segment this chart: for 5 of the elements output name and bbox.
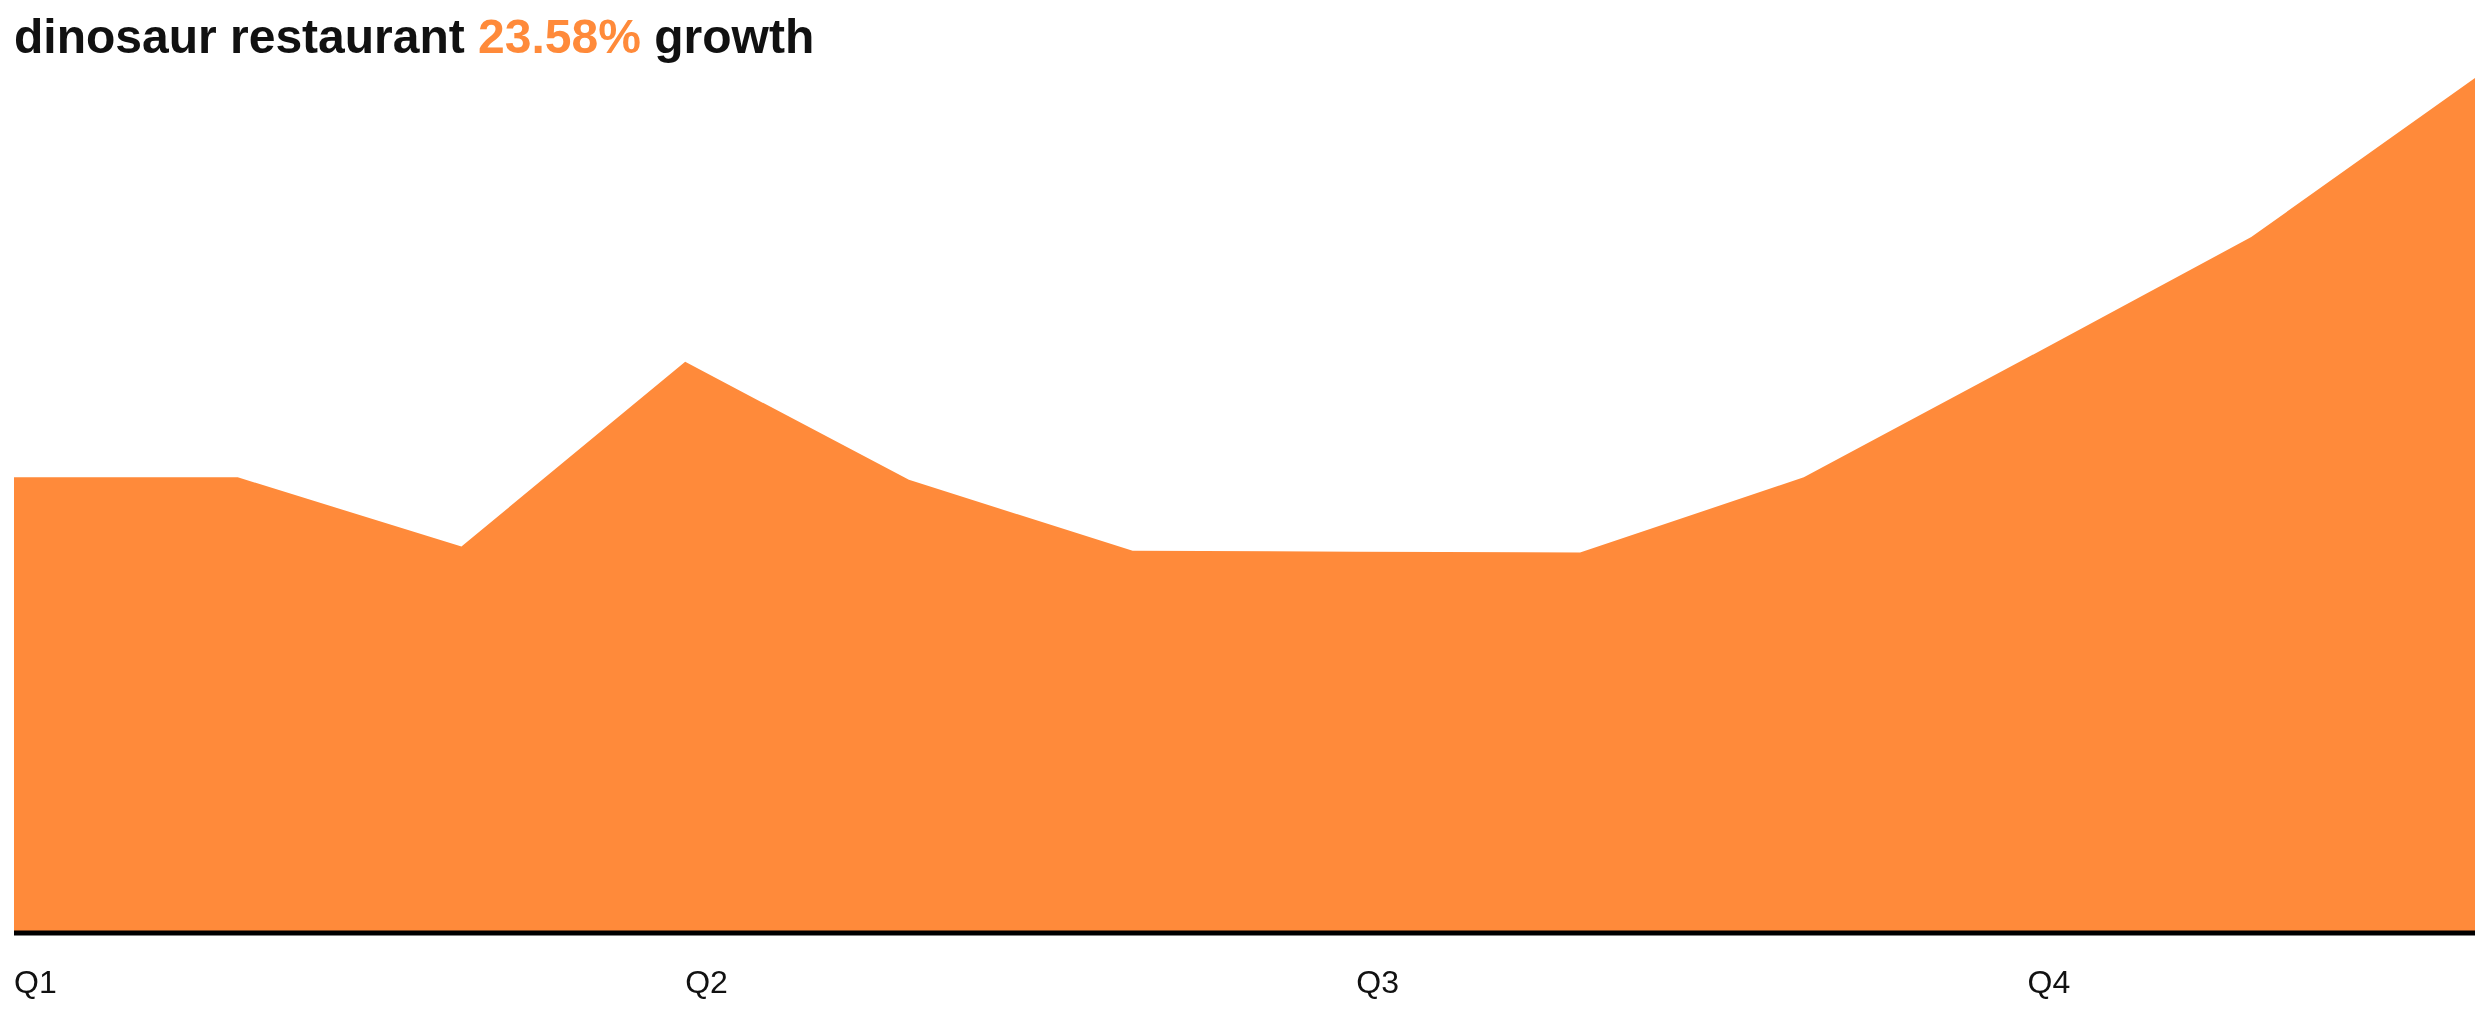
x-tick-label: Q1: [14, 964, 57, 1000]
x-tick-label: Q2: [685, 964, 728, 1000]
x-tick-label: Q4: [2027, 964, 2071, 1000]
chart-title: dinosaur restaurant 23.58% growth: [14, 10, 815, 63]
x-tick-label: Q3: [1356, 964, 1400, 1000]
